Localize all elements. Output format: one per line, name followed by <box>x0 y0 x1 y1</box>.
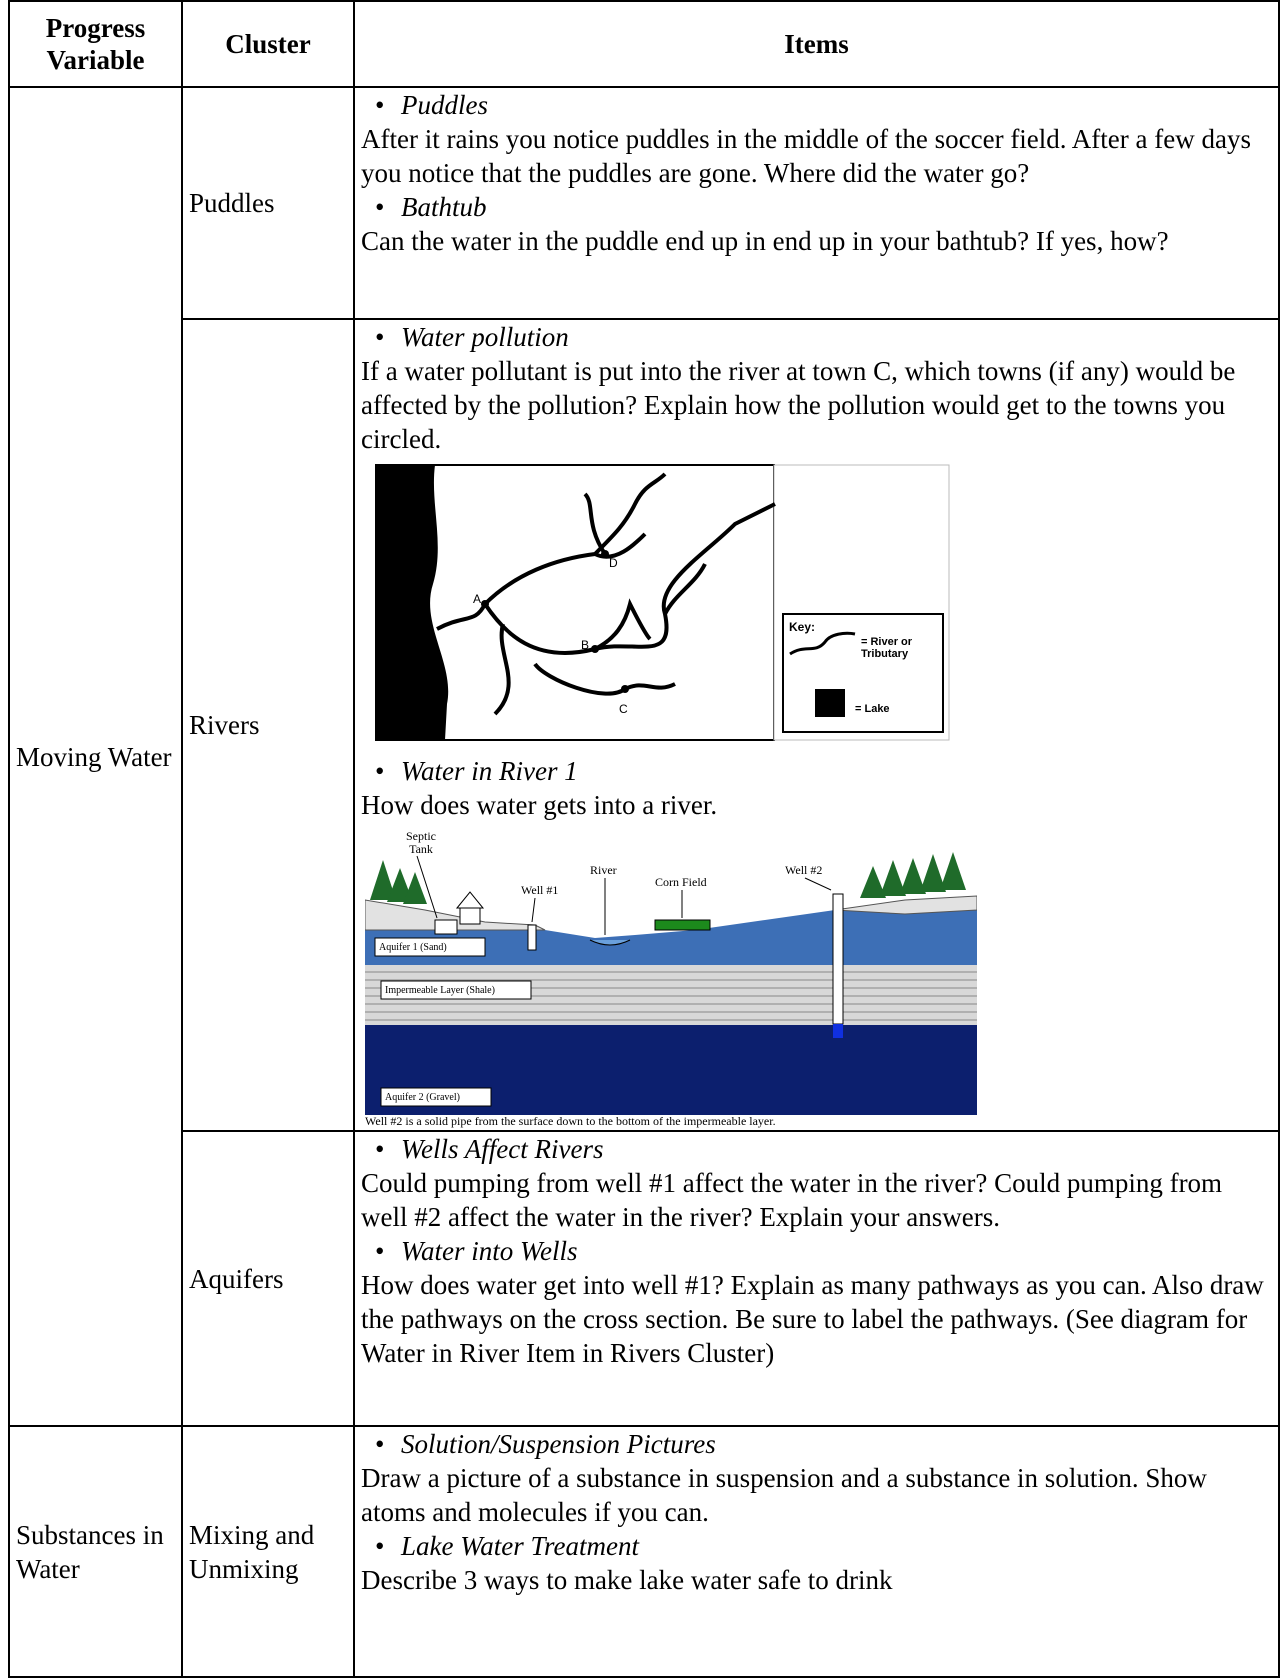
item-text: Could pumping from well #1 affect the wa… <box>361 1168 1223 1232</box>
river-channel <box>589 939 631 946</box>
header-row: Progress Variable Cluster Items <box>8 0 1280 88</box>
header: Items <box>353 0 1280 88</box>
label-box <box>380 980 532 1000</box>
aquifer-1 <box>365 904 977 965</box>
item-title: Water in River 1 <box>361 754 1272 788</box>
diagram-label: Well #1 <box>521 883 559 897</box>
cluster: Mixing and Unmixing <box>181 1425 355 1678</box>
item-text: Can the water in the puddle end up in en… <box>361 226 1169 256</box>
septic-tank <box>434 919 458 935</box>
diagram-label: Corn Field <box>655 875 707 889</box>
label-box <box>374 937 486 957</box>
items-cell: Puddles After it rains you notice puddle… <box>353 86 1280 320</box>
house <box>455 891 485 909</box>
diagram-label: Well #2 <box>785 863 823 877</box>
well-2-water <box>833 1024 843 1038</box>
cluster: Aquifers <box>181 1130 355 1427</box>
well-1 <box>527 924 537 951</box>
cluster: Rivers <box>181 318 355 1132</box>
item-text: Describe 3 ways to make lake water safe … <box>361 1565 893 1595</box>
rivers <box>436 472 776 716</box>
diagram-label: Aquifer 1 (Sand) <box>379 942 447 953</box>
item-title: Water into Wells <box>361 1234 1272 1268</box>
river-map-drawing <box>375 464 950 741</box>
items-cell: Solution/Suspension Pictures Draw a pict… <box>353 1425 1280 1678</box>
items-cell: Wells Affect Rivers Could pumping from w… <box>353 1130 1280 1427</box>
lake <box>376 465 449 740</box>
town-label: A <box>473 592 482 606</box>
item-text: After it rains you notice puddles in the… <box>361 124 1251 188</box>
item-title: Lake Water Treatment <box>361 1529 1272 1563</box>
item-text: Draw a picture of a substance in suspens… <box>361 1463 1207 1527</box>
house <box>459 907 481 925</box>
item-title: Bathtub <box>361 190 1272 224</box>
items-cell: Water pollution If a water pollutant is … <box>353 318 1280 1132</box>
key-title: Key: <box>789 620 816 634</box>
towns <box>481 550 629 693</box>
town-label: D <box>609 556 618 570</box>
key-label: = Lake <box>855 703 890 715</box>
diagram-label: Impermeable Layer (Shale) <box>385 985 495 996</box>
item-text: How does water get into well #1? Explain… <box>361 1270 1264 1368</box>
item-title: Water pollution <box>361 320 1272 354</box>
town-label: C <box>619 702 628 716</box>
corn-field <box>654 919 711 931</box>
key-box <box>782 613 944 733</box>
label-box <box>380 1087 492 1107</box>
item-title: Wells Affect Rivers <box>361 1132 1272 1166</box>
cross-section: Septic Tank River Well #1 Corn Field Wel… <box>365 830 977 1130</box>
diagram-caption: Well #2 is a solid pipe from the surface… <box>365 1114 776 1128</box>
diagram-label: Aquifer 2 (Gravel) <box>385 1092 460 1103</box>
item-text: How does water gets into a river. <box>361 790 718 820</box>
header: Progress Variable <box>8 0 183 88</box>
trees <box>370 852 966 904</box>
cross-section-drawing <box>365 852 977 1115</box>
item-text: If a water pollutant is put into the riv… <box>361 356 1236 454</box>
diagram-label: River <box>590 863 617 877</box>
key-lake <box>815 689 845 717</box>
town-label: B <box>581 638 590 652</box>
items-table: Progress Variable Cluster Items Moving W… <box>8 0 1280 1678</box>
key-river <box>789 631 856 656</box>
arrows <box>416 855 832 935</box>
variable: Substances in Water <box>8 1425 183 1678</box>
diagram-label: Septic Tank <box>406 829 436 856</box>
variable: Moving Water <box>8 86 183 1427</box>
key-label: = River or Tributary <box>861 636 913 660</box>
cluster: Puddles <box>181 86 355 320</box>
well-2 <box>832 893 844 1025</box>
header: Cluster <box>181 0 355 88</box>
river-map: A B C D Key: = River or Tributary = Lake <box>375 464 975 754</box>
item-title: Puddles <box>361 88 1272 122</box>
item-title: Solution/Suspension Pictures <box>361 1427 1272 1461</box>
